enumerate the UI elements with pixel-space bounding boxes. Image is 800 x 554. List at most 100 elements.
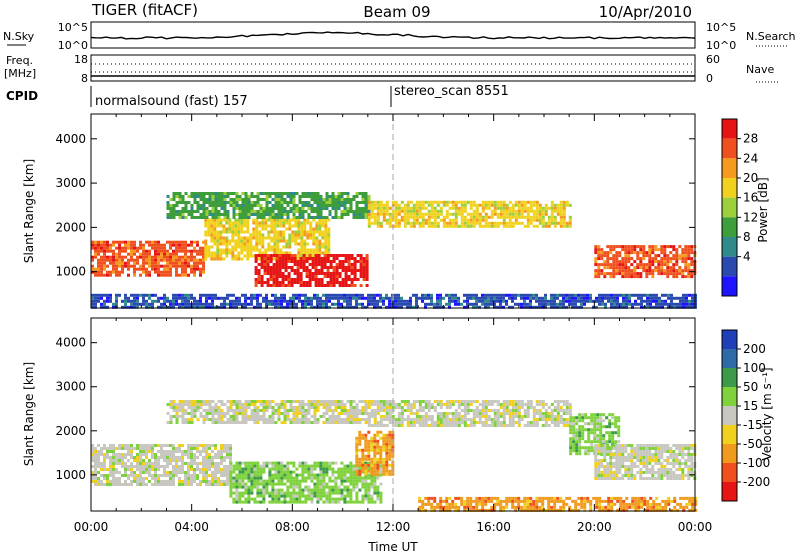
- power-echo-cell: [145, 302, 148, 306]
- power-echo-cell: [666, 269, 670, 273]
- power-echo-cell: [609, 251, 613, 255]
- power-echo-cell: [308, 275, 312, 278]
- power-echo-cell: [493, 296, 496, 300]
- power-echo-cell: [244, 201, 248, 204]
- power-echo-cell: [430, 302, 433, 306]
- velocity-echo-cell: [277, 473, 281, 477]
- power-echo-cell: [202, 305, 205, 309]
- power-echo-cell: [532, 200, 536, 204]
- power-echo-cell: [255, 233, 259, 237]
- velocity-echo-cell: [208, 474, 211, 477]
- power-echo-cell: [106, 293, 109, 297]
- power-echo-cell: [289, 201, 293, 204]
- velocity-echo-cell: [139, 477, 142, 480]
- velocity-echo-cell: [265, 400, 269, 403]
- power-echo-cell: [598, 302, 601, 306]
- power-echo-cell: [326, 272, 330, 275]
- power-echo-cell: [306, 218, 310, 222]
- power-echo-cell: [382, 212, 386, 216]
- power-echo-cell: [301, 299, 304, 303]
- power-echo-cell: [648, 269, 652, 273]
- power-echo-cell: [442, 200, 446, 204]
- velocity-echo-cell: [196, 400, 200, 403]
- power-echo-region: [254, 254, 369, 287]
- power-echo-cell: [160, 255, 163, 259]
- velocity-echo-cell: [271, 497, 275, 501]
- power-echo-cell: [600, 251, 604, 255]
- power-echo-cell: [367, 296, 370, 300]
- velocity-echo-cell: [244, 470, 248, 474]
- power-echo-cell: [222, 248, 226, 252]
- power-echo-cell: [97, 261, 100, 265]
- velocity-echo-cell: [199, 471, 202, 474]
- power-echo-cell: [666, 266, 670, 270]
- power-echo-cell: [219, 242, 223, 246]
- velocity-echo-cell: [232, 409, 236, 412]
- power-echo-cell: [259, 293, 262, 297]
- power-echo-cell: [259, 198, 263, 201]
- power-echo-cell: [234, 245, 238, 249]
- power-echo-cell: [309, 227, 313, 231]
- power-echo-cell: [284, 269, 288, 272]
- velocity-echo-cell: [298, 409, 302, 412]
- velocity-echo-cell: [136, 459, 139, 462]
- velocity-echo-cell: [334, 500, 338, 504]
- velocity-echo-cell: [163, 483, 166, 486]
- velocity-echo-cell: [259, 473, 263, 477]
- power-echo-cell: [328, 299, 331, 303]
- velocity-echo-cell: [304, 485, 308, 489]
- power-echo-cell: [690, 260, 694, 264]
- power-echo-cell: [586, 299, 589, 303]
- power-echo-cell: [160, 305, 163, 309]
- power-echo-cell: [196, 210, 200, 213]
- velocity-echo-cell: [160, 447, 163, 450]
- velocity-echo-cell: [283, 497, 287, 501]
- velocity-echo-cell: [268, 461, 272, 465]
- power-echo-cell: [309, 233, 313, 237]
- power-echo-cell: [341, 254, 345, 257]
- velocity-echo-cell: [241, 418, 245, 421]
- power-echo-cell: [199, 249, 202, 253]
- power-echo-cell: [207, 248, 211, 252]
- power-echo-cell: [193, 273, 196, 277]
- power-echo-cell: [256, 198, 260, 201]
- power-echo-cell: [364, 216, 368, 219]
- power-echo-cell: [280, 299, 283, 303]
- velocity-echo-cell: [172, 471, 175, 474]
- power-echo-cell: [315, 227, 319, 231]
- velocity-echo-cell: [355, 500, 359, 504]
- power-echo-cell: [418, 215, 422, 219]
- power-echo-cell: [517, 203, 521, 207]
- velocity-echo-cell: [343, 473, 347, 477]
- power-echo-cell: [541, 206, 545, 210]
- power-echo-cell: [306, 254, 310, 258]
- power-echo-cell: [273, 248, 277, 252]
- power-echo-cell: [370, 209, 374, 213]
- velocity-echo-cell: [187, 474, 190, 477]
- power-echo-cell: [175, 204, 179, 207]
- power-echo-cell: [346, 201, 350, 204]
- power-echo-cell: [457, 209, 461, 213]
- power-echo-cell: [332, 257, 336, 260]
- power-echo-cell: [538, 212, 542, 216]
- velocity-echo-cell: [325, 482, 329, 486]
- power-echo-cell: [421, 293, 424, 297]
- power-echo-cell: [208, 296, 211, 300]
- velocity-echo-cell: [211, 471, 214, 474]
- power-echo-cell: [313, 207, 317, 210]
- velocity-echo-cell: [235, 467, 239, 471]
- power-echo-cell: [603, 275, 607, 279]
- velocity-echo-cell: [325, 421, 329, 424]
- power-echo-cell: [295, 204, 299, 207]
- power-echo-cell: [666, 257, 670, 261]
- power-echo-cell: [288, 233, 292, 237]
- power-echo-cell: [312, 230, 316, 234]
- power-echo-cell: [234, 254, 238, 258]
- velocity-echo-cell: [262, 467, 266, 471]
- velocity-echo-cell: [175, 406, 179, 409]
- power-echo-cell: [493, 221, 497, 225]
- velocity-echo-cell: [244, 464, 248, 468]
- velocity-echo-cell: [301, 479, 305, 483]
- power-echo-cell: [318, 245, 322, 249]
